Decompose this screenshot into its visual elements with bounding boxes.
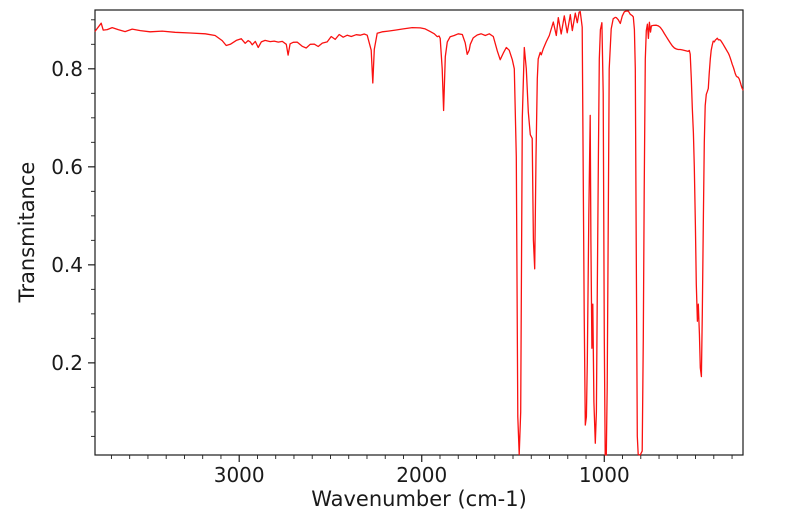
axis-tick-labels: 3000 2000 1000 0.8 0.6 0.4 0.2 (51, 57, 630, 487)
x-tick-label: 2000 (396, 463, 447, 487)
plot-frame (94, 9, 744, 456)
y-tick-label: 0.8 (51, 57, 83, 81)
y-axis-label: Transmitance (15, 162, 39, 304)
x-tick-label: 3000 (214, 463, 265, 487)
axis-ticks (88, 19, 733, 462)
x-axis-label: Wavenumber (cm-1) (311, 487, 527, 511)
spectrum-line (94, 10, 744, 456)
y-tick-label: 0.2 (51, 351, 83, 375)
y-tick-label: 0.6 (51, 155, 83, 179)
y-tick-label: 0.4 (51, 253, 83, 277)
x-tick-label: 1000 (579, 463, 630, 487)
